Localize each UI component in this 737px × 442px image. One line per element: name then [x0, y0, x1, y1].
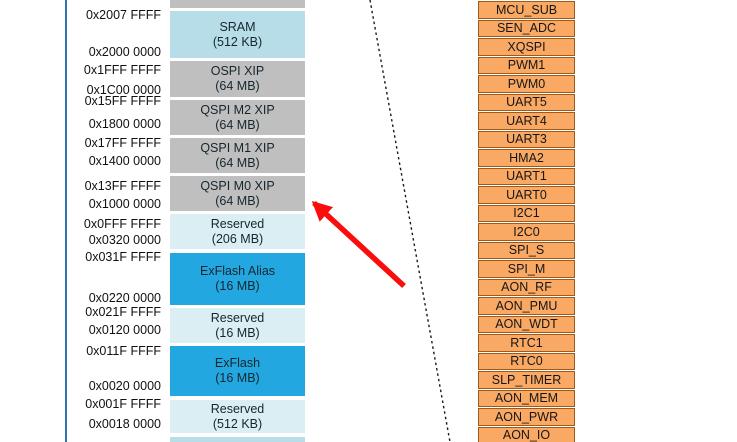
memory-block-partial [170, 437, 305, 442]
peripheral-box-xqspi: XQSPI [478, 38, 575, 56]
memory-block-size: (64 MB) [215, 193, 260, 208]
memory-block-reserved: Reserved (16 MB) [170, 308, 305, 343]
divider-dotted-line [369, 0, 451, 442]
address-label: 0x0020 0000 [88, 379, 161, 393]
memory-block-partial [170, 0, 305, 8]
peripheral-box-hma2: HMA2 [478, 149, 575, 167]
address-label: 0x1800 0000 [88, 117, 161, 131]
memory-block-label: ExFlash [214, 356, 261, 370]
memory-block-sram: SRAM (512 KB) [170, 11, 305, 58]
peripheral-box-uart0: UART0 [478, 186, 575, 204]
address-label: 0x15FF FFFF [84, 94, 161, 108]
address-label: 0x1000 0000 [88, 197, 161, 211]
memory-block-label: OSPI XIP [210, 64, 265, 78]
address-label: 0x1C00 0000 [86, 83, 161, 97]
address-label: 0x0220 0000 [88, 291, 161, 305]
memory-block-size: (64 MB) [215, 117, 260, 132]
address-label: 0x17FF FFFF [84, 136, 161, 150]
peripheral-box-sen-adc: SEN_ADC [478, 19, 575, 37]
memory-block-label: Reserved [210, 401, 265, 416]
peripheral-box-aon-mem: AON_MEM [478, 389, 575, 407]
peripheral-box-pwm0: PWM0 [478, 75, 575, 93]
peripheral-box-aon-pwr: AON_PWR [478, 408, 575, 426]
peripheral-box-slp-timer: SLP_TIMER [478, 371, 575, 389]
address-label: 0x1FFF FFFF [83, 63, 161, 77]
peripheral-box-spi-s: SPI_S [478, 241, 575, 259]
peripheral-box-i2c1: I2C1 [478, 204, 575, 222]
peripheral-box-uart4: UART4 [478, 112, 575, 130]
memory-block-size: (64 MB) [215, 79, 260, 93]
memory-block-qspi-m2-xip: QSPI M2 XIP (64 MB) [170, 100, 305, 135]
address-label: 0x031F FFFF [85, 250, 161, 264]
address-label: 0x011F FFFF [86, 344, 161, 358]
memory-block-exflash-alias: ExFlash Alias (16 MB) [170, 253, 305, 305]
peripheral-box-aon-io: AON_IO [478, 426, 575, 442]
address-label: 0x1400 0000 [88, 154, 161, 168]
pointer-arrow [311, 200, 406, 289]
memory-block-label: Reserved [210, 310, 265, 325]
address-label: 0x2000 0000 [88, 45, 161, 59]
memory-block-size: (512 KB) [212, 416, 263, 431]
address-label: 0x0120 0000 [88, 323, 161, 337]
memory-block-size: (512 KB) [212, 34, 263, 49]
address-label: 0x0320 0000 [88, 233, 161, 247]
peripheral-box-pwm1: PWM1 [478, 56, 575, 74]
memory-block-size: (64 MB) [215, 155, 260, 170]
memory-block-reserved: Reserved (206 MB) [170, 214, 305, 249]
address-label: 0x021F FFFF [85, 305, 161, 319]
peripheral-box-aon-wdt: AON_WDT [478, 315, 575, 333]
memory-block-exflash: ExFlash (16 MB) [170, 346, 305, 396]
memory-block-label: ExFlash Alias [199, 264, 276, 278]
address-label: 0x001F FFFF [85, 397, 161, 411]
memory-block-label: Reserved [210, 216, 265, 231]
peripheral-box-uart3: UART3 [478, 130, 575, 148]
address-label: 0x2007 FFFF [85, 8, 161, 22]
memory-block-size: (16 MB) [215, 279, 260, 293]
memory-block-size: (16 MB) [215, 371, 260, 385]
peripheral-box-aon-pmu: AON_PMU [478, 297, 575, 315]
peripheral-box-uart5: UART5 [478, 93, 575, 111]
memory-block-ospi-xip: OSPI XIP (64 MB) [170, 61, 305, 97]
memory-block-reserved: Reserved (512 KB) [170, 400, 305, 433]
peripheral-box-rtc0: RTC0 [478, 352, 575, 370]
peripheral-box-spi-m: SPI_M [478, 260, 575, 278]
address-label: 0x0018 0000 [88, 417, 161, 431]
address-label: 0x0FFF FFFF [83, 217, 161, 231]
peripheral-box-aon-rf: AON_RF [478, 278, 575, 296]
memory-axis-line [65, 0, 67, 442]
memory-block-label: QSPI M2 XIP [200, 102, 275, 117]
peripheral-box-mcu-sub: MCU_SUB [478, 1, 575, 19]
address-label: 0x13FF FFFF [84, 179, 161, 193]
memory-block-label: QSPI M0 XIP [200, 178, 275, 193]
memory-block-label: SRAM [219, 19, 256, 34]
memory-block-size: (16 MB) [215, 325, 260, 340]
peripheral-box-rtc1: RTC1 [478, 334, 575, 352]
memory-block-qspi-m0-xip: QSPI M0 XIP (64 MB) [170, 176, 305, 211]
memory-block-size: (206 MB) [211, 231, 264, 246]
memory-block-qspi-m1-xip: QSPI M1 XIP (64 MB) [170, 138, 305, 173]
peripheral-box-uart1: UART1 [478, 167, 575, 185]
peripheral-box-i2c0: I2C0 [478, 223, 575, 241]
memory-block-label: QSPI M1 XIP [200, 140, 275, 155]
